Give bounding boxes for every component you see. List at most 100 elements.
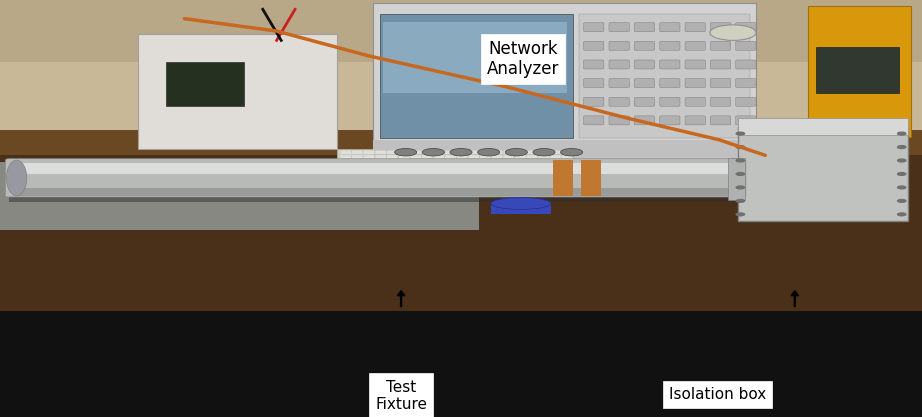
FancyBboxPatch shape	[468, 151, 479, 154]
FancyBboxPatch shape	[736, 78, 756, 88]
FancyBboxPatch shape	[609, 97, 629, 106]
FancyBboxPatch shape	[609, 60, 629, 69]
FancyBboxPatch shape	[480, 160, 491, 163]
FancyBboxPatch shape	[433, 155, 444, 159]
FancyBboxPatch shape	[387, 151, 398, 154]
FancyBboxPatch shape	[383, 22, 567, 93]
FancyBboxPatch shape	[660, 97, 680, 106]
FancyBboxPatch shape	[352, 155, 363, 159]
FancyBboxPatch shape	[445, 164, 456, 168]
FancyBboxPatch shape	[711, 23, 731, 32]
FancyBboxPatch shape	[738, 118, 908, 135]
Circle shape	[736, 146, 745, 148]
FancyBboxPatch shape	[340, 155, 351, 159]
FancyBboxPatch shape	[728, 158, 745, 201]
FancyBboxPatch shape	[398, 160, 409, 163]
FancyBboxPatch shape	[736, 23, 756, 32]
FancyBboxPatch shape	[503, 160, 514, 163]
FancyBboxPatch shape	[685, 41, 705, 50]
FancyBboxPatch shape	[538, 164, 550, 168]
FancyBboxPatch shape	[491, 164, 502, 168]
FancyBboxPatch shape	[468, 155, 479, 159]
FancyBboxPatch shape	[421, 164, 432, 168]
FancyBboxPatch shape	[352, 164, 363, 168]
FancyBboxPatch shape	[340, 164, 351, 168]
FancyBboxPatch shape	[538, 151, 550, 154]
FancyBboxPatch shape	[138, 34, 337, 149]
FancyBboxPatch shape	[456, 151, 467, 154]
FancyBboxPatch shape	[410, 164, 421, 168]
FancyBboxPatch shape	[445, 160, 456, 163]
FancyBboxPatch shape	[421, 160, 432, 163]
FancyBboxPatch shape	[0, 137, 922, 311]
FancyBboxPatch shape	[410, 151, 421, 154]
Circle shape	[561, 148, 583, 156]
FancyBboxPatch shape	[685, 60, 705, 69]
FancyBboxPatch shape	[526, 151, 538, 154]
FancyBboxPatch shape	[468, 160, 479, 163]
FancyBboxPatch shape	[514, 160, 526, 163]
FancyBboxPatch shape	[410, 155, 421, 159]
FancyBboxPatch shape	[514, 164, 526, 168]
FancyBboxPatch shape	[561, 160, 573, 163]
FancyBboxPatch shape	[634, 78, 655, 88]
FancyBboxPatch shape	[337, 149, 572, 169]
FancyBboxPatch shape	[9, 189, 742, 202]
FancyBboxPatch shape	[387, 164, 398, 168]
FancyBboxPatch shape	[380, 14, 573, 138]
FancyBboxPatch shape	[609, 116, 629, 125]
FancyBboxPatch shape	[660, 116, 680, 125]
FancyBboxPatch shape	[480, 155, 491, 159]
FancyBboxPatch shape	[634, 60, 655, 69]
FancyBboxPatch shape	[352, 160, 363, 163]
FancyBboxPatch shape	[711, 41, 731, 50]
FancyBboxPatch shape	[363, 160, 374, 163]
FancyBboxPatch shape	[609, 41, 629, 50]
FancyBboxPatch shape	[340, 151, 351, 154]
FancyBboxPatch shape	[514, 151, 526, 154]
Circle shape	[736, 213, 745, 216]
FancyBboxPatch shape	[14, 188, 738, 196]
Text: Isolation box: Isolation box	[668, 387, 766, 402]
FancyBboxPatch shape	[398, 164, 409, 168]
FancyBboxPatch shape	[375, 160, 386, 163]
FancyBboxPatch shape	[514, 155, 526, 159]
FancyBboxPatch shape	[816, 47, 899, 93]
FancyBboxPatch shape	[738, 127, 908, 221]
FancyBboxPatch shape	[363, 155, 374, 159]
FancyBboxPatch shape	[660, 41, 680, 50]
FancyBboxPatch shape	[373, 140, 756, 165]
FancyBboxPatch shape	[166, 62, 244, 106]
FancyBboxPatch shape	[503, 151, 514, 154]
FancyBboxPatch shape	[660, 23, 680, 32]
FancyBboxPatch shape	[491, 151, 502, 154]
FancyBboxPatch shape	[480, 151, 491, 154]
FancyBboxPatch shape	[685, 97, 705, 106]
FancyBboxPatch shape	[433, 160, 444, 163]
FancyBboxPatch shape	[550, 155, 561, 159]
FancyBboxPatch shape	[0, 0, 922, 149]
Circle shape	[897, 213, 905, 216]
FancyBboxPatch shape	[526, 160, 538, 163]
FancyBboxPatch shape	[6, 159, 746, 197]
Circle shape	[505, 148, 527, 156]
Circle shape	[395, 148, 417, 156]
FancyBboxPatch shape	[433, 151, 444, 154]
Circle shape	[736, 186, 745, 189]
Text: Network
Analyzer: Network Analyzer	[487, 40, 559, 78]
FancyBboxPatch shape	[363, 164, 374, 168]
FancyBboxPatch shape	[808, 6, 911, 137]
FancyBboxPatch shape	[398, 155, 409, 159]
FancyBboxPatch shape	[561, 155, 573, 159]
FancyBboxPatch shape	[352, 151, 363, 154]
FancyBboxPatch shape	[550, 164, 561, 168]
FancyBboxPatch shape	[421, 155, 432, 159]
FancyBboxPatch shape	[491, 155, 502, 159]
FancyBboxPatch shape	[634, 97, 655, 106]
FancyBboxPatch shape	[736, 41, 756, 50]
Circle shape	[736, 199, 745, 202]
FancyBboxPatch shape	[445, 151, 456, 154]
Text: Test
Fixture: Test Fixture	[375, 379, 427, 412]
Circle shape	[736, 173, 745, 176]
FancyBboxPatch shape	[340, 160, 351, 163]
